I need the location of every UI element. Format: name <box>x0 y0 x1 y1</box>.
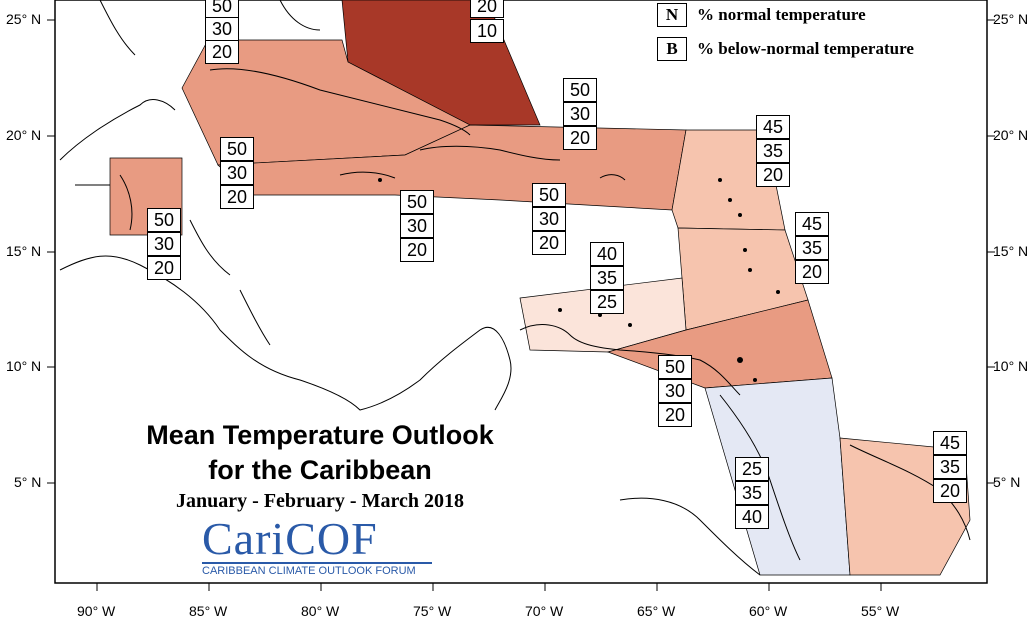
lat-label: 5° N <box>14 474 42 490</box>
forecast-value: 35 <box>795 236 829 260</box>
lon-label: 60° W <box>749 603 788 619</box>
forecast-value: 20 <box>658 403 692 427</box>
map-title-line2: for the Caribbean <box>208 455 432 485</box>
lat-label: 10° N <box>993 358 1029 374</box>
legend-key-below: B <box>657 37 687 61</box>
lat-label: 20° N <box>993 127 1029 143</box>
forecast-value: 25 <box>590 290 624 314</box>
forecast-value: 50 <box>658 355 692 379</box>
forecast-value: 45 <box>756 115 790 139</box>
forecast-value: 20 <box>563 126 597 150</box>
coastlines <box>59 0 971 576</box>
forecast-value: 20 <box>220 185 254 209</box>
caricof-logo: CariCOF <box>202 513 378 564</box>
lat-label: 10° N <box>6 358 42 374</box>
lat-label: 5° N <box>993 474 1021 490</box>
lat-label: 25° N <box>6 11 42 27</box>
legend-key-normal: N <box>657 3 687 27</box>
lat-label: 15° N <box>6 243 42 259</box>
forecast-value: 20 <box>147 256 181 280</box>
forecast-value: 45 <box>795 212 829 236</box>
forecast-value: 30 <box>147 232 181 256</box>
forecast-value: 35 <box>735 481 769 505</box>
forecast-value: 20 <box>795 260 829 284</box>
map-period: January - February - March 2018 <box>176 490 464 512</box>
forecast-value: 40 <box>590 242 624 266</box>
axis-ticks <box>47 19 995 591</box>
lon-label: 85° W <box>189 603 228 619</box>
lon-label: 75° W <box>413 603 452 619</box>
forecast-value: 35 <box>756 139 790 163</box>
map-title-line1: Mean Temperature Outlook <box>146 420 494 450</box>
caricof-logo-subtitle: CARIBBEAN CLIMATE OUTLOOK FORUM <box>202 565 416 577</box>
forecast-value: 20 <box>933 479 967 503</box>
forecast-value: 50 <box>532 183 566 207</box>
forecast-value: 30 <box>532 207 566 231</box>
forecast-value: 30 <box>205 17 239 41</box>
forecast-value: 30 <box>563 102 597 126</box>
forecast-value: 20 <box>532 231 566 255</box>
forecast-value: 40 <box>735 505 769 529</box>
forecast-value: 20 <box>205 40 239 64</box>
lon-label: 90° W <box>77 603 116 619</box>
forecast-value: 50 <box>220 137 254 161</box>
forecast-value: 20 <box>400 238 434 262</box>
forecast-value: 20 <box>756 163 790 187</box>
lon-label: 80° W <box>301 603 340 619</box>
forecast-value: 45 <box>933 431 967 455</box>
island-marks <box>378 178 780 382</box>
forecast-value: 50 <box>205 0 239 18</box>
forecast-value: 50 <box>563 78 597 102</box>
forecast-value: 30 <box>658 379 692 403</box>
logo-underline <box>202 562 432 564</box>
forecast-value: 50 <box>400 190 434 214</box>
lat-label: 15° N <box>993 243 1029 259</box>
lat-label: 20° N <box>6 127 42 143</box>
lat-label: 25° N <box>993 11 1029 27</box>
forecast-value: 50 <box>147 208 181 232</box>
legend-text-below: % below-normal temperature <box>697 39 914 58</box>
forecast-value: 20 <box>470 0 504 18</box>
forecast-value: 35 <box>590 266 624 290</box>
forecast-value: 35 <box>933 455 967 479</box>
forecast-value: 30 <box>400 214 434 238</box>
lon-label: 55° W <box>861 603 900 619</box>
forecast-value: 10 <box>470 19 504 43</box>
forecast-value: 30 <box>220 161 254 185</box>
forecast-value: 25 <box>735 457 769 481</box>
lon-label: 70° W <box>525 603 564 619</box>
legend-text-normal: % normal temperature <box>697 5 866 24</box>
lon-label: 65° W <box>637 603 676 619</box>
